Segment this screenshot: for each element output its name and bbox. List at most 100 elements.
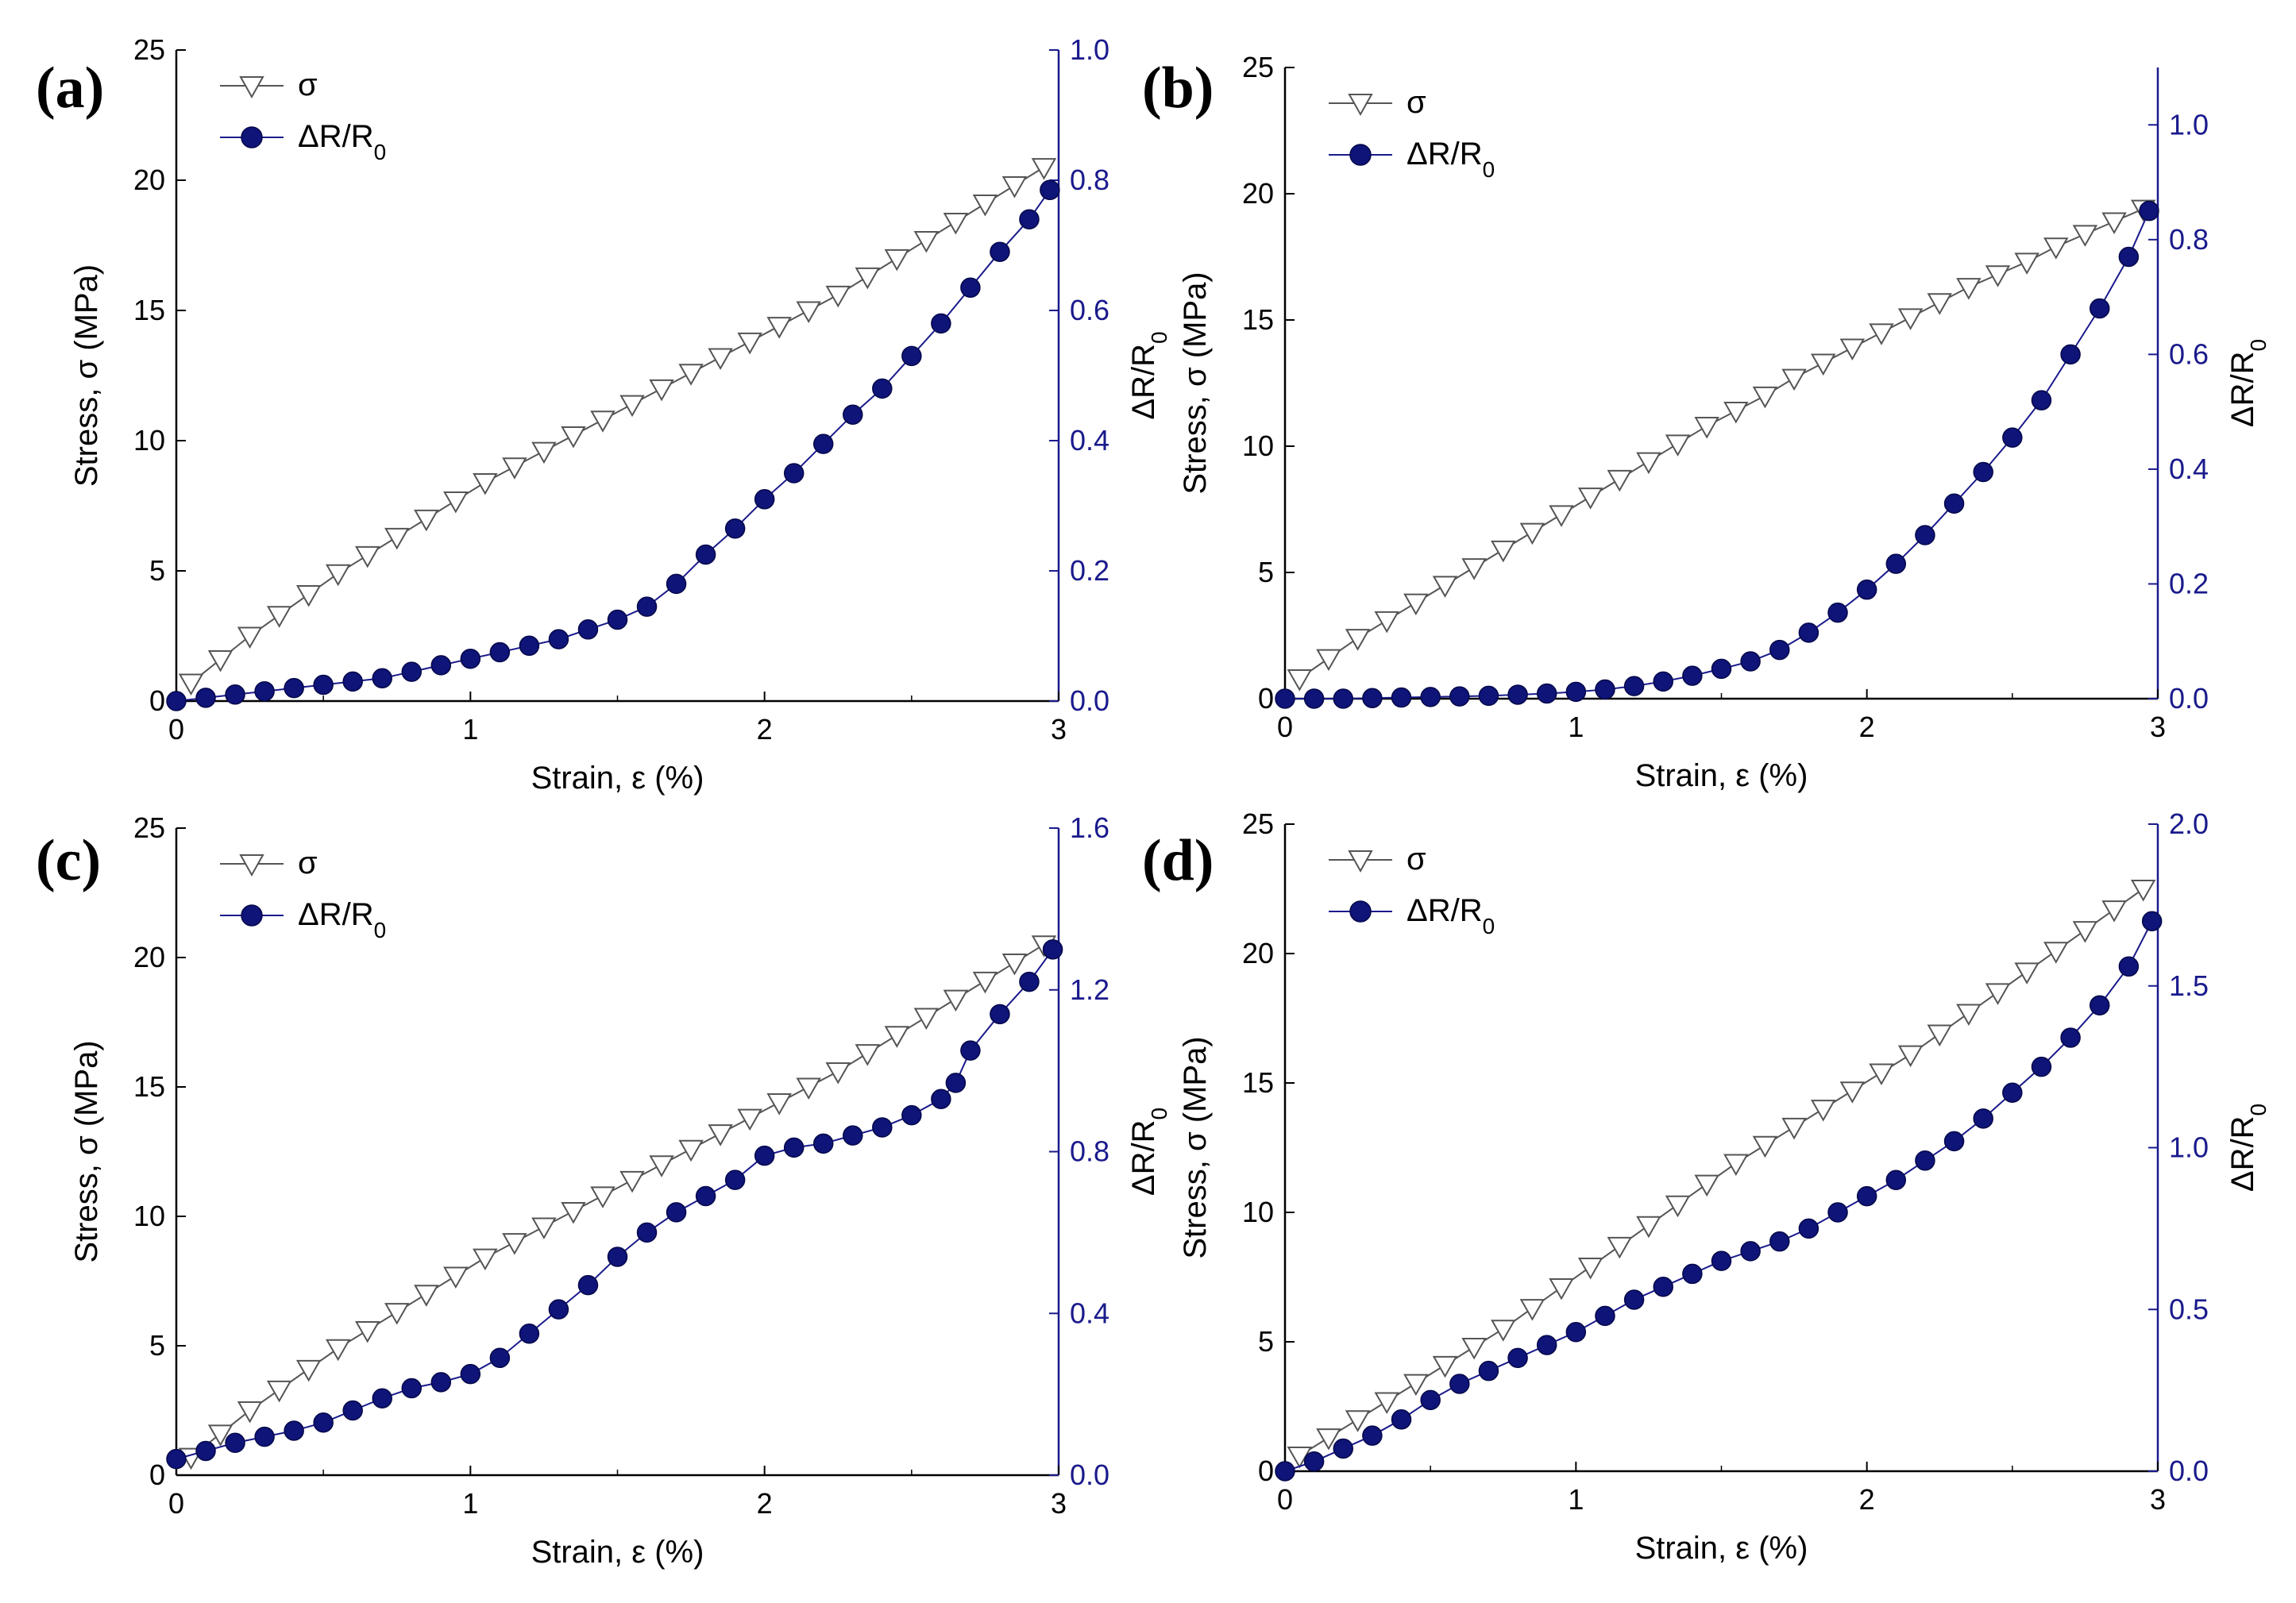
resistance-point [1653, 671, 1673, 692]
resistance-point [1595, 679, 1615, 700]
resistance-point [872, 378, 893, 399]
legend-resistance-marker [241, 126, 263, 148]
x-axis-title: Strain, ε (%) [531, 1535, 704, 1570]
legend-resistance-label: ΔR/R0 [298, 897, 386, 942]
resistance-point [284, 1420, 304, 1441]
resistance-point [2060, 1027, 2081, 1048]
stress-point [1985, 983, 2011, 1005]
stress-point [414, 509, 439, 532]
x-tick-label: 0 [1277, 1483, 1293, 1516]
stress-point [1869, 323, 1894, 345]
x-axis-title: Strain, ε (%) [1635, 758, 1808, 793]
x-tick-label: 1 [462, 1487, 478, 1520]
stress-point [443, 1266, 469, 1289]
stress-point [2101, 212, 2127, 234]
stress-point [2014, 252, 2039, 275]
legend-resistance-marker [241, 904, 263, 927]
stress-point [1345, 1410, 1371, 1432]
y-tick-label: 25 [1242, 807, 1274, 840]
resistance-point [1885, 553, 1907, 574]
y-tick-label: 25 [1242, 51, 1274, 83]
resistance-point [1478, 685, 1499, 707]
resistance-point [195, 1440, 216, 1462]
y-axis-title: Stress, σ (MPa) [69, 264, 104, 487]
stress-point [1432, 576, 1458, 598]
resistance-point [2118, 246, 2140, 268]
stress-point [1694, 417, 1719, 439]
stress-point [1461, 558, 1487, 580]
x-tick-label: 3 [2150, 1483, 2166, 1516]
stress-point [737, 1108, 762, 1131]
resistance-point [1565, 681, 1587, 703]
resistance-point [1682, 665, 1703, 686]
y-tick-label: 15 [133, 294, 165, 326]
resistance-point [1623, 1289, 1645, 1310]
stress-point [943, 212, 969, 235]
stress-point [1491, 1320, 1516, 1342]
resistance-point [2141, 911, 2163, 931]
resistance-point [636, 596, 658, 617]
stress-point [1607, 469, 1633, 492]
y2-tick-label: 1.6 [1070, 811, 1109, 844]
chart-panel-d: (d) 0 1 2 3 0 5 10 15 20 25 0.0 0.5 1.0 1.5 2.0 Strain, … [1142, 807, 2271, 1566]
y2-tick-label: 0.0 [1070, 1458, 1109, 1491]
y-tick-label: 10 [133, 1200, 165, 1232]
stress-point [1287, 669, 1313, 692]
resistance-point [1536, 1335, 1557, 1355]
stress-point [178, 673, 204, 696]
stress-point [1752, 1135, 1778, 1158]
stress-point [1403, 1374, 1429, 1397]
resistance-point [401, 1378, 423, 1399]
stress-point [913, 230, 940, 253]
resistance-point [1449, 686, 1470, 707]
panel-label: (d) [1142, 828, 1214, 893]
resistance-point [724, 1169, 746, 1190]
resistance-point [607, 1247, 628, 1267]
resistance-point [754, 1145, 775, 1166]
y2-tick-label: 0.2 [2169, 567, 2209, 599]
stress-point [678, 364, 704, 386]
stress-point [1694, 1174, 1719, 1197]
y2-tick-label: 0.4 [1070, 1297, 1109, 1329]
stress-point [1461, 1338, 1487, 1360]
stress-point [913, 1008, 940, 1030]
y-tick-label: 20 [1242, 937, 1274, 969]
stress-point [678, 1139, 704, 1162]
stress-point [1519, 522, 1545, 545]
stress-point [1001, 954, 1028, 976]
stress-point [1374, 611, 1399, 634]
series-line-stress [190, 943, 1045, 1458]
resistance-point [1420, 687, 1441, 707]
resistance-point [1856, 579, 1877, 600]
resistance-point [666, 1202, 687, 1223]
stress-point [1316, 649, 1341, 672]
stress-point [1491, 540, 1516, 563]
stress-point [1897, 308, 1924, 330]
stress-point [1345, 629, 1371, 651]
y2-tick-label: 0.2 [1070, 554, 1109, 587]
resistance-point [1973, 461, 1993, 483]
y-tick-label: 20 [133, 164, 165, 196]
resistance-point [783, 1137, 805, 1158]
legend: σ ΔR/R0 [220, 67, 386, 164]
resistance-point [1943, 493, 1965, 514]
resistance-point [812, 434, 834, 454]
resistance-point [2118, 956, 2140, 977]
chart-panel-c: (c) 0 1 2 3 0 5 10 15 20 25 0.0 0.4 0.8 1.2 1.6 Strain, … [36, 811, 1171, 1570]
resistance-point [1623, 676, 1645, 696]
x-axis-title: Strain, ε (%) [1635, 1531, 1808, 1566]
resistance-point [1019, 209, 1040, 229]
stress-point [884, 1026, 910, 1048]
resistance-point [284, 677, 304, 699]
legend-resistance-label: ΔR/R0 [298, 119, 386, 164]
stress-point [502, 1233, 527, 1255]
stress-point [266, 606, 292, 628]
series-line-resistance [176, 949, 1054, 1460]
stress-point [1549, 1278, 1574, 1301]
y2-tick-label: 0.8 [1070, 1135, 1109, 1168]
resistance-point [754, 489, 775, 510]
y-tick-label: 5 [1258, 556, 1274, 588]
resistance-point [607, 609, 628, 630]
resistance-point [548, 629, 569, 649]
y2-tick-label: 0.6 [2169, 337, 2209, 370]
